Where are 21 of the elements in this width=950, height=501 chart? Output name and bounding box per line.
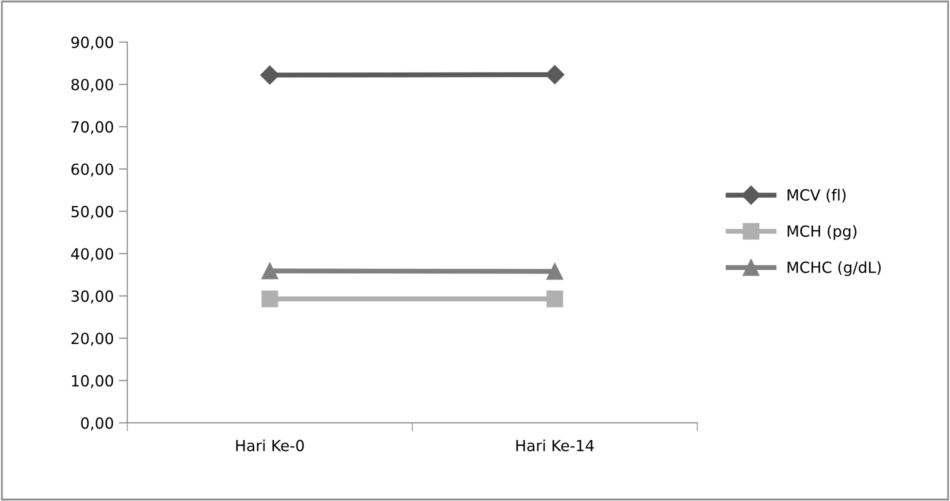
x-tick-label: Hari Ke-0 [236,440,304,452]
y-tick-label: 10,00 [72,375,114,388]
point [545,65,564,84]
point [260,66,280,85]
y-tick-label: 80,00 [71,78,114,92]
y-tick-label: 0,00 [81,417,114,430]
y-tick-label: 20,00 [71,332,114,346]
point [261,262,278,280]
point [546,263,564,280]
legend-label: MCV (fl) [788,188,846,203]
y-tick-label: 40,00 [71,248,114,262]
y-tick-label: 70,00 [72,121,114,134]
y-tick-label: 30,00 [72,290,114,304]
x-tick-label: Hari Ke-14 [516,440,594,452]
legend-label: MCHC (g/dL) [788,261,881,276]
point [546,290,564,308]
y-tick-label: 60,00 [71,163,114,177]
y-tick-label: 50,00 [72,206,114,219]
point [261,290,278,308]
y-tick-label: 90,00 [71,36,114,50]
legend-label: MCH (pg) [788,225,856,240]
